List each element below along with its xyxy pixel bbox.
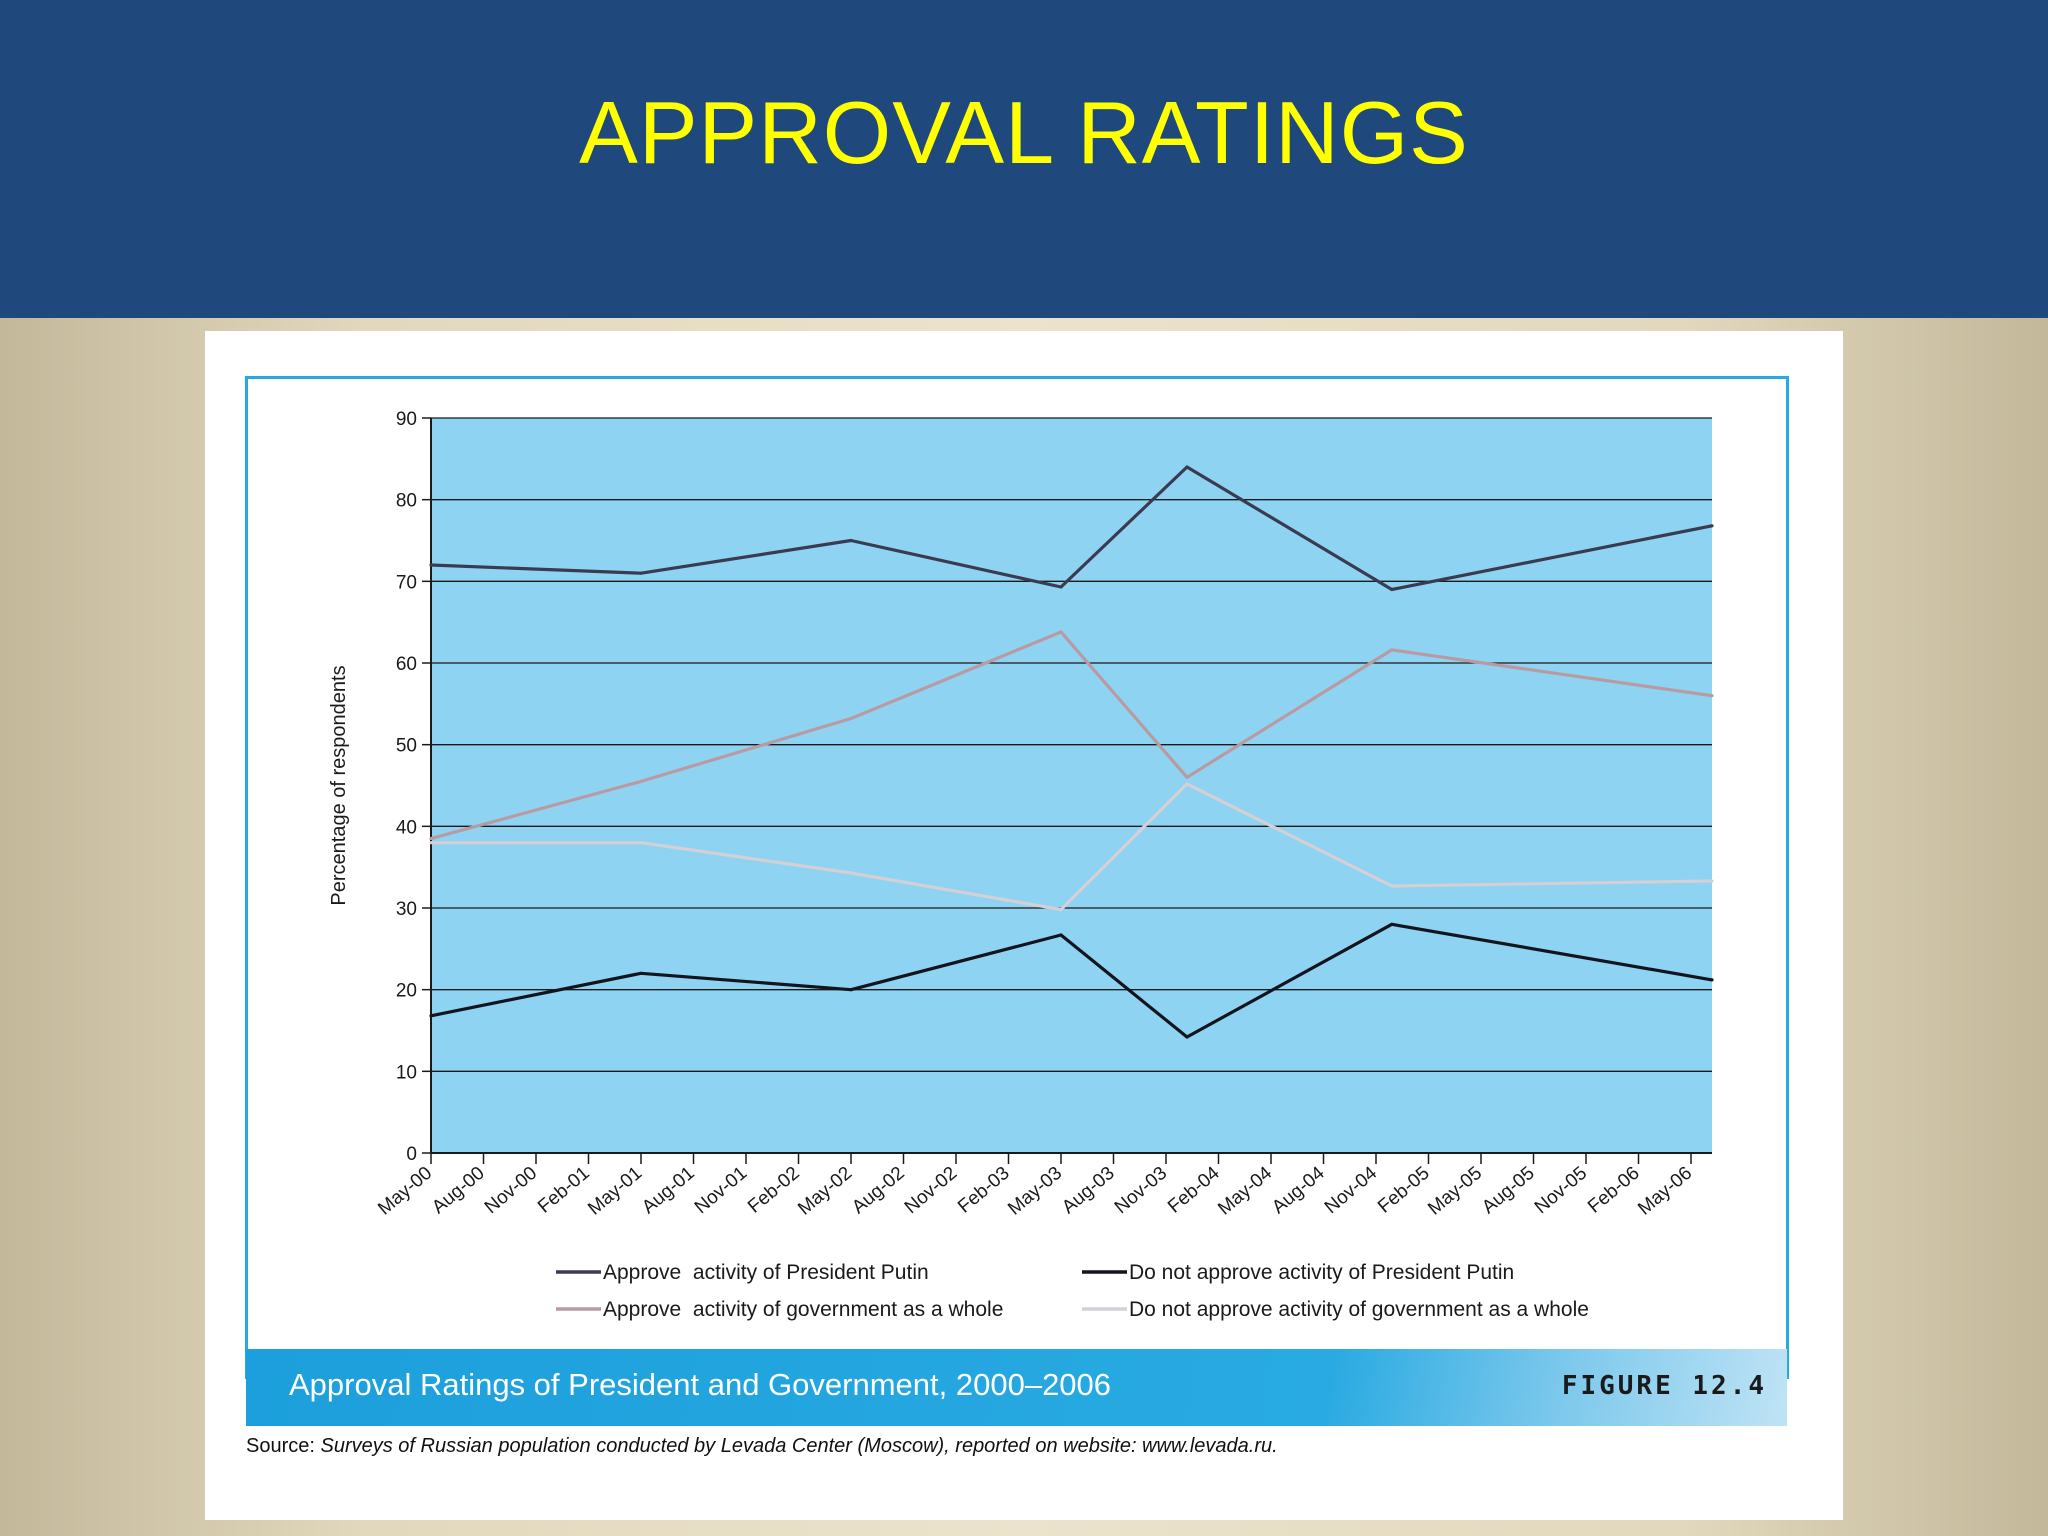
y-tick-label-20: 20 — [396, 981, 417, 1002]
series-4-point-4 — [1059, 908, 1063, 912]
x-tick-label-Nov-05: Nov-05 — [1531, 1163, 1591, 1218]
y-tick-label-0: 0 — [406, 1144, 417, 1165]
legend-label-4: Do not approve activity of government as… — [1129, 1298, 1589, 1321]
x-tick-label-Feb-05: Feb-05 — [1374, 1163, 1434, 1218]
series-1-point-7 — [1710, 524, 1714, 528]
series-3-point-2 — [639, 779, 643, 784]
y-tick-label-30: 30 — [396, 899, 417, 920]
series-4-point-5 — [1185, 782, 1189, 786]
x-tick-label-Nov-01: Nov-01 — [691, 1163, 751, 1218]
series-4-point-6 — [1390, 884, 1394, 888]
y-tick-label-40: 40 — [396, 817, 417, 838]
series-1-point-2 — [639, 571, 643, 575]
legend-label-2: Do not approve activity of President Put… — [1129, 1261, 1514, 1284]
x-tick-label-May-01: May-01 — [584, 1163, 646, 1220]
approval-line-chart: 0 10 20 30 40 50 60 70 80 90 Percentage of respond… — [328, 409, 1714, 1321]
plot-area — [431, 418, 1712, 1153]
series-4-point-1 — [429, 841, 433, 845]
x-tick-label-Nov-03: Nov-03 — [1111, 1163, 1171, 1218]
series-4-point-7 — [1710, 879, 1714, 883]
y-tick-label-50: 50 — [396, 736, 417, 757]
slide-title: APPROVAL RATINGS — [579, 83, 1469, 182]
series-2-point-3 — [849, 988, 853, 992]
figure-caption-bar: Approval Ratings of President and Govern… — [246, 1349, 1787, 1426]
series-3-point-3 — [849, 716, 853, 721]
series-1-point-4 — [1059, 585, 1063, 589]
x-tick-label-Feb-04: Feb-04 — [1164, 1162, 1224, 1217]
figure-card: 0 10 20 30 40 50 60 70 80 90 Percentage of respond… — [205, 331, 1843, 1520]
slide-header: APPROVAL RATINGS — [0, 0, 2048, 318]
y-tick-label-80: 80 — [396, 491, 417, 512]
source-text: Surveys of Russian population conducted … — [314, 1435, 1278, 1457]
y-axis-label: Percentage of respondents — [328, 665, 350, 905]
series-2-point-5 — [1185, 1035, 1189, 1039]
y-tick-label-90: 90 — [396, 409, 417, 430]
series-2-point-1 — [429, 1014, 433, 1018]
series-2-point-4 — [1059, 933, 1063, 937]
series-2-point-2 — [639, 971, 643, 975]
x-tick-label-Feb-03: Feb-03 — [954, 1163, 1014, 1218]
series-4-point-3 — [849, 871, 853, 875]
y-tick-label-10: 10 — [396, 1062, 417, 1083]
x-tick-label-Nov-00: Nov-00 — [481, 1163, 541, 1218]
x-tick-label-May-06: May-06 — [1634, 1163, 1696, 1220]
series-1-point-6 — [1390, 587, 1394, 592]
y-tick-label-60: 60 — [396, 654, 417, 675]
series-2-point-6 — [1390, 922, 1394, 926]
series-2-point-7 — [1710, 978, 1714, 982]
source-note: Source: Surveys of Russian population co… — [246, 1435, 1278, 1458]
series-3-point-5 — [1185, 775, 1189, 779]
x-tick-label-Aug-01: Aug-01 — [638, 1163, 698, 1218]
x-tick-label-Aug-05: Aug-05 — [1478, 1163, 1538, 1218]
x-tick-label-Aug-04: Aug-04 — [1268, 1162, 1329, 1218]
y-tick-label-70: 70 — [396, 572, 417, 593]
x-tick-label-May-04: May-04 — [1214, 1162, 1276, 1219]
source-prefix: Source: — [246, 1435, 315, 1457]
series-1-point-3 — [849, 538, 853, 543]
x-tick-label-Nov-02: Nov-02 — [901, 1163, 961, 1218]
figure-caption: Approval Ratings of President and Govern… — [289, 1367, 1112, 1402]
x-tick-label-Aug-02: Aug-02 — [848, 1163, 908, 1218]
series-3-point-4 — [1059, 630, 1063, 634]
x-tick-label-Aug-03: Aug-03 — [1058, 1163, 1118, 1218]
legend-label-1: Approve activity of President Putin — [603, 1261, 929, 1284]
x-tick-label-Aug-00: Aug-00 — [428, 1163, 488, 1218]
series-4-point-2 — [639, 841, 643, 845]
x-tick-label-Nov-04: Nov-04 — [1321, 1162, 1382, 1218]
figure-number-label: FIGURE 12.4 — [1561, 1371, 1767, 1401]
series-1-point-1 — [429, 563, 433, 567]
series-3-point-1 — [429, 836, 433, 841]
x-tick-label-Feb-02: Feb-02 — [744, 1163, 804, 1218]
series-3-point-6 — [1390, 648, 1394, 652]
series-3-point-7 — [1710, 694, 1714, 698]
x-tick-label-Feb-06: Feb-06 — [1584, 1163, 1644, 1218]
x-tick-label-May-05: May-05 — [1424, 1163, 1486, 1220]
x-tick-label-May-02: May-02 — [794, 1163, 856, 1220]
series-1-point-5 — [1185, 465, 1189, 469]
x-tick-label-May-00: May-00 — [374, 1163, 436, 1220]
x-tick-label-Feb-01: Feb-01 — [534, 1163, 594, 1218]
x-tick-label-May-03: May-03 — [1004, 1163, 1066, 1220]
legend-label-3: Approve activity of government as a whol… — [603, 1298, 1003, 1321]
